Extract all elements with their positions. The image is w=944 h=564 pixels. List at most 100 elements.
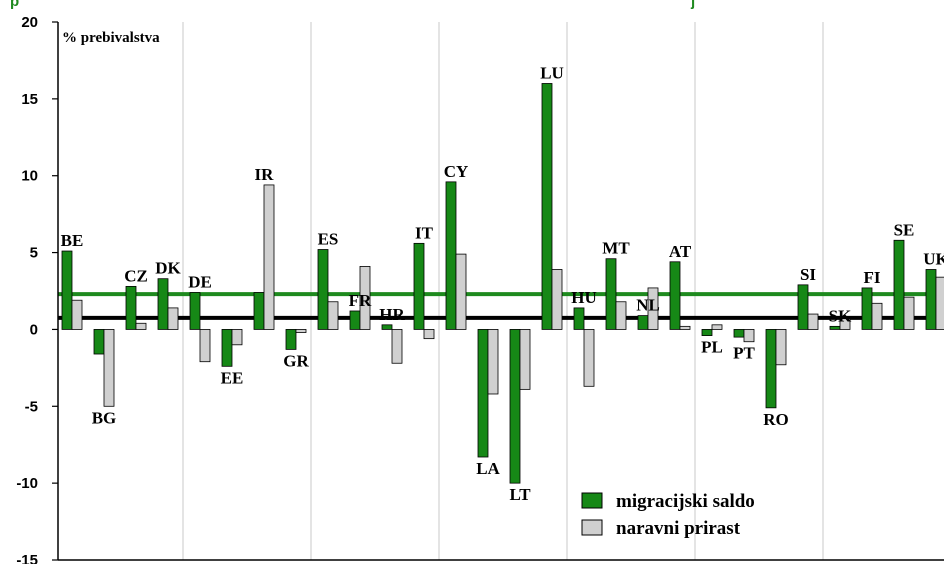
bar-at-migracijski-saldo bbox=[669, 261, 681, 330]
bar-cy-migracijski-saldo bbox=[445, 181, 457, 330]
bar-gr-naravni-prirast bbox=[295, 329, 307, 333]
category-label-be: BE bbox=[61, 231, 84, 250]
bar-si-migracijski-saldo bbox=[797, 284, 809, 330]
bar-si-naravni-prirast bbox=[807, 313, 819, 330]
bar-at-naravni-prirast bbox=[679, 325, 691, 330]
category-label-cz: CZ bbox=[124, 266, 148, 285]
bar-lu-migracijski-saldo bbox=[541, 83, 553, 330]
bar-it-naravni-prirast bbox=[423, 329, 435, 340]
bar-mt-migracijski-saldo bbox=[605, 258, 617, 330]
bar-it-migracijski-saldo bbox=[413, 242, 425, 330]
bar-es-naravni-prirast bbox=[327, 301, 339, 330]
category-label-fi: FI bbox=[864, 268, 881, 287]
y-tick-label: -15 bbox=[16, 552, 38, 564]
bar-fi-naravni-prirast bbox=[871, 302, 883, 330]
bar-la-naravni-prirast bbox=[487, 329, 499, 395]
bar-nl-naravni-prirast bbox=[647, 287, 659, 330]
bar-ro-migracijski-saldo bbox=[765, 329, 777, 409]
category-label-dk: DK bbox=[155, 259, 181, 278]
y-axis-unit-label: % prebivalstva bbox=[62, 30, 160, 46]
bar-lt-migracijski-saldo bbox=[509, 329, 521, 484]
y-tick-label: -10 bbox=[16, 475, 38, 492]
bar-dk-migracijski-saldo bbox=[157, 278, 169, 330]
legend-label-migracijski-saldo: migracijski saldo bbox=[616, 491, 755, 512]
category-label-it: IT bbox=[415, 223, 434, 242]
category-label-lu: LU bbox=[540, 63, 564, 82]
category-label-la: LA bbox=[476, 459, 500, 478]
bar-hr-migracijski-saldo bbox=[381, 324, 393, 330]
bar-lu-naravni-prirast bbox=[551, 269, 563, 330]
bar-ee-naravni-prirast bbox=[231, 329, 243, 346]
category-label-hr: HR bbox=[379, 305, 405, 324]
bar-mt-naravni-prirast bbox=[615, 301, 627, 330]
category-label-cy: CY bbox=[444, 162, 469, 181]
bar-pl-migracijski-saldo bbox=[701, 329, 713, 336]
y-tick-label: 0 bbox=[30, 321, 38, 338]
bar-be-naravni-prirast bbox=[71, 299, 83, 330]
bar-ir-migracijski-saldo bbox=[253, 292, 265, 330]
category-label-lt: LT bbox=[509, 485, 531, 504]
bar-cz-naravni-prirast bbox=[135, 322, 147, 330]
bar-lt-naravni-prirast bbox=[519, 329, 531, 390]
bar-pt-naravni-prirast bbox=[743, 329, 755, 343]
bar-sk-naravni-prirast bbox=[839, 318, 851, 330]
bar-cz-migracijski-saldo bbox=[125, 285, 137, 330]
bar-bg-migracijski-saldo bbox=[93, 329, 105, 355]
category-label-at: AT bbox=[669, 242, 692, 261]
gridlines bbox=[182, 22, 824, 560]
y-tick-label: 5 bbox=[30, 245, 38, 262]
bar-fi-migracijski-saldo bbox=[861, 287, 873, 330]
bar-es-migracijski-saldo bbox=[317, 249, 329, 330]
category-labels: BE BG CZ DK DE EE IR GR ES FR HR IT CY LA LT LU HU MT NL AT… bbox=[61, 63, 944, 504]
bar-be-migracijski-saldo bbox=[61, 250, 73, 330]
y-axis: 20 15 10 5 0 -5 -10 -15 bbox=[16, 14, 944, 564]
bar-la-migracijski-saldo bbox=[477, 329, 489, 458]
category-label-ir: IR bbox=[255, 165, 275, 184]
bar-de-naravni-prirast bbox=[199, 329, 211, 363]
bar-pl-naravni-prirast bbox=[711, 324, 723, 330]
y-tick-label: 15 bbox=[21, 91, 38, 108]
category-label-pl: PL bbox=[701, 338, 723, 357]
y-tick-label: 10 bbox=[21, 168, 38, 185]
category-label-gr: GR bbox=[283, 351, 309, 370]
bar-ee-migracijski-saldo bbox=[221, 329, 233, 367]
bar-se-migracijski-saldo bbox=[893, 239, 905, 330]
bar-fr-migracijski-saldo bbox=[349, 310, 361, 330]
category-label-bg: BG bbox=[92, 408, 117, 427]
category-label-si: SI bbox=[800, 265, 816, 284]
bar-hu-naravni-prirast bbox=[583, 329, 595, 387]
category-label-ro: RO bbox=[763, 410, 789, 429]
y-tick-label: 20 bbox=[21, 14, 38, 31]
bar-de-migracijski-saldo bbox=[189, 292, 201, 330]
bar-uk-migracijski-saldo bbox=[925, 269, 937, 330]
legend-swatch-naravni-prirast bbox=[581, 519, 603, 536]
title-fragments: p j bbox=[10, 0, 695, 10]
bar-se-naravni-prirast bbox=[903, 296, 915, 330]
bar-sk-migracijski-saldo bbox=[829, 325, 841, 330]
category-label-pt: PT bbox=[733, 344, 755, 363]
bar-ir-naravni-prirast bbox=[263, 184, 275, 330]
bar-fr-naravni-prirast bbox=[359, 266, 371, 330]
bar-ro-naravni-prirast bbox=[775, 329, 787, 366]
category-label-de: DE bbox=[188, 273, 212, 292]
bar-dk-naravni-prirast bbox=[167, 307, 179, 330]
bar-gr-migracijski-saldo bbox=[285, 329, 297, 350]
category-label-fr: FR bbox=[349, 291, 372, 310]
category-label-ee: EE bbox=[221, 368, 244, 387]
title-fragment-1: p bbox=[10, 0, 19, 10]
y-tick-label: -5 bbox=[25, 398, 38, 415]
bar-hr-naravni-prirast bbox=[391, 329, 403, 364]
bar-nl-migracijski-saldo bbox=[637, 315, 649, 330]
category-label-se: SE bbox=[894, 220, 915, 239]
bar-uk-naravni-prirast bbox=[935, 276, 944, 330]
legend: migracijski saldo naravni prirast bbox=[581, 491, 755, 539]
legend-swatch-migracijski-saldo bbox=[581, 492, 603, 509]
category-label-nl: NL bbox=[636, 296, 660, 315]
bar-hu-migracijski-saldo bbox=[573, 307, 585, 330]
bar-cy-naravni-prirast bbox=[455, 253, 467, 330]
category-label-mt: MT bbox=[602, 239, 630, 258]
title-fragment-2: j bbox=[690, 0, 695, 10]
category-label-es: ES bbox=[318, 229, 339, 248]
bar-pt-migracijski-saldo bbox=[733, 329, 745, 338]
